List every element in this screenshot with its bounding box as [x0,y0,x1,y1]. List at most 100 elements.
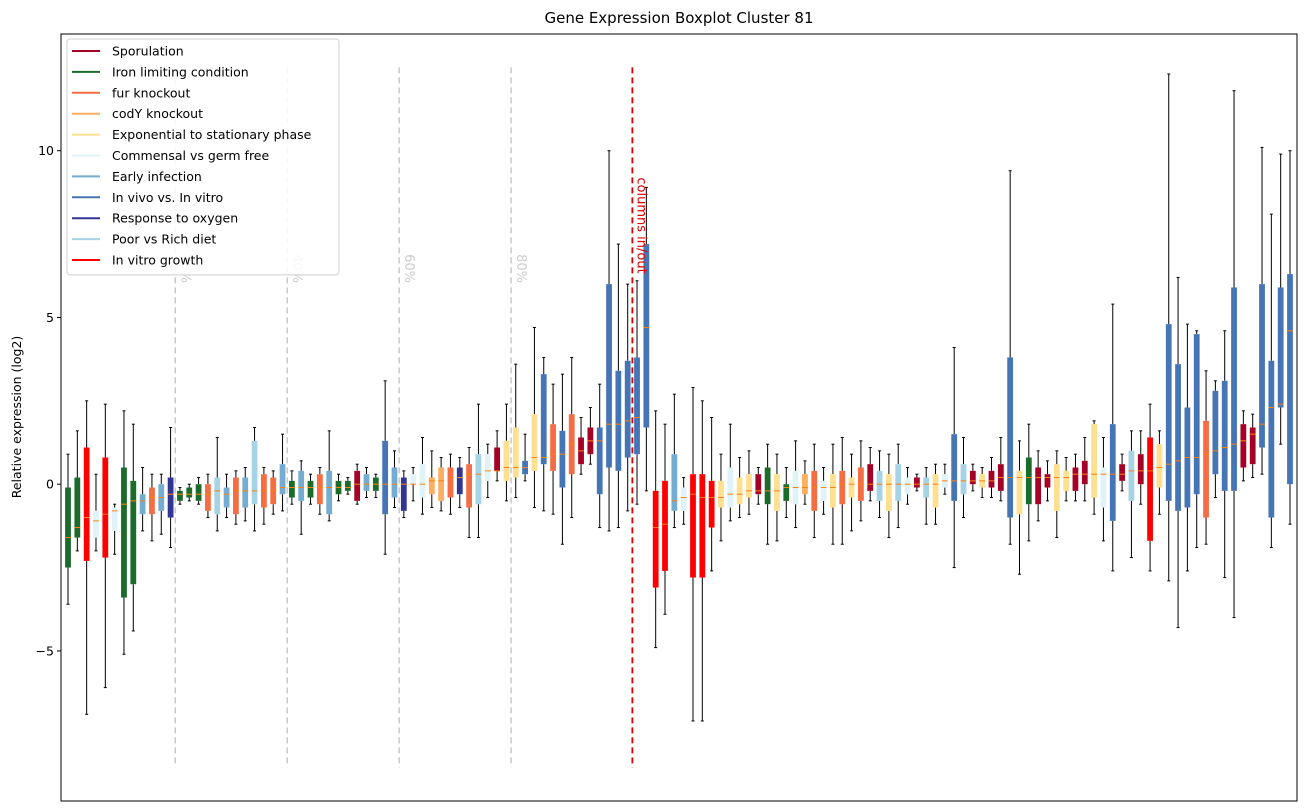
box-iqr [1221,380,1228,491]
box-iqr [885,474,892,511]
box-iqr [167,477,174,518]
box-iqr [615,370,622,471]
box-iqr [93,510,99,538]
box-iqr [624,360,631,458]
box-iqr [830,474,836,508]
box-iqr [960,464,967,495]
box-iqr [699,474,706,578]
box-iqr [195,484,202,501]
y-axis-label: Relative expression (log2) [9,336,24,499]
box-iqr [83,447,90,561]
box-iqr [596,427,603,495]
box-iqr [242,477,249,508]
box-iqr [382,440,389,515]
box-iqr [1287,274,1293,485]
box-iqr [251,440,258,505]
box-iqr [1091,424,1098,498]
y-tick-label: −5 [36,643,54,658]
box-iqr [1072,467,1079,491]
box-iqr [223,487,230,508]
box-iqr [214,477,221,515]
legend: Sporulation Iron limiting condition fur kn… [66,38,340,276]
box-iqr [1203,420,1209,518]
box-iqr [1007,357,1014,518]
box-iqr [1109,424,1116,521]
box-iqr [690,474,696,578]
legend-frame [66,38,340,276]
box-iqr [316,474,323,505]
box-iqr [1259,284,1265,448]
box-iqr [466,464,473,508]
box-iqr [764,467,771,505]
box-iqr [391,467,398,498]
box-iqr [1081,460,1088,485]
box-iqr [746,474,752,498]
box-iqr [1147,437,1153,541]
y-tick-label: 5 [46,310,54,325]
y-tick-label: 10 [38,143,54,158]
box-iqr [820,480,827,501]
box-iqr [410,474,417,485]
plot-frame [60,33,1298,802]
box-iqr [1016,470,1023,515]
box-iqr [111,507,118,531]
box-iqr [643,244,650,428]
box-iqr [680,487,687,511]
box-iqr [951,434,958,501]
y-tick-label: 0 [46,477,54,492]
box-iqr [65,487,71,568]
box-iqr [288,480,295,498]
box-iqr [494,447,500,471]
legend-entry-label: Commensal vs germ free [112,148,269,163]
box-iqr [1165,324,1172,501]
box-iqr [1175,364,1181,511]
box-iqr [419,464,426,498]
box-iqr [503,440,510,481]
box-iqr [1044,474,1051,488]
box-iqr [662,480,668,571]
box-iqr [307,480,314,498]
box-iqr [550,424,556,471]
legend-entry-label: Exponential to stationary phase [112,127,312,142]
box-iqr [923,477,930,498]
box-iqr [475,454,482,505]
box-iqr [1212,390,1219,475]
box-iqr [1268,360,1275,518]
box-iqr [559,430,566,488]
box-iqr [1025,457,1032,505]
box-iqr [279,464,286,495]
box-iqr [512,427,519,478]
box-iqr [1193,334,1200,495]
box-iqr [149,487,155,515]
box-iqr [1100,467,1107,508]
box-iqr [484,454,491,481]
box-iqr [540,374,547,465]
percent-guide-label: 60% [401,254,416,283]
legend-entry-label: fur knockout [112,85,190,100]
chart-title: Gene Expression Boxplot Cluster 81 [544,9,813,27]
legend-entry-label: Poor vs Rich diet [112,232,216,247]
box-iqr [969,470,976,485]
box-iqr [606,284,612,468]
box-iqr [456,467,463,495]
box-iqr [186,487,193,498]
box-iqr [102,457,109,558]
box-iqr [1231,287,1237,491]
box-iqr [326,470,333,515]
box-iqr [876,470,883,501]
box-iqr [1053,464,1060,511]
box-iqr [1128,450,1135,501]
box-iqr [139,494,146,515]
percent-guide-label: 80% [513,254,528,283]
box-iqr [447,467,454,498]
box-iqr [354,470,361,501]
box-iqr [867,464,874,491]
box-iqr [121,467,127,598]
legend-entry-label: Sporulation [112,44,184,59]
box-iqr [177,490,183,501]
box-iqr [988,470,995,488]
box-iqr [755,474,762,495]
box-iqr [913,477,920,488]
box-iqr [774,474,780,511]
box-iqr [718,480,724,508]
